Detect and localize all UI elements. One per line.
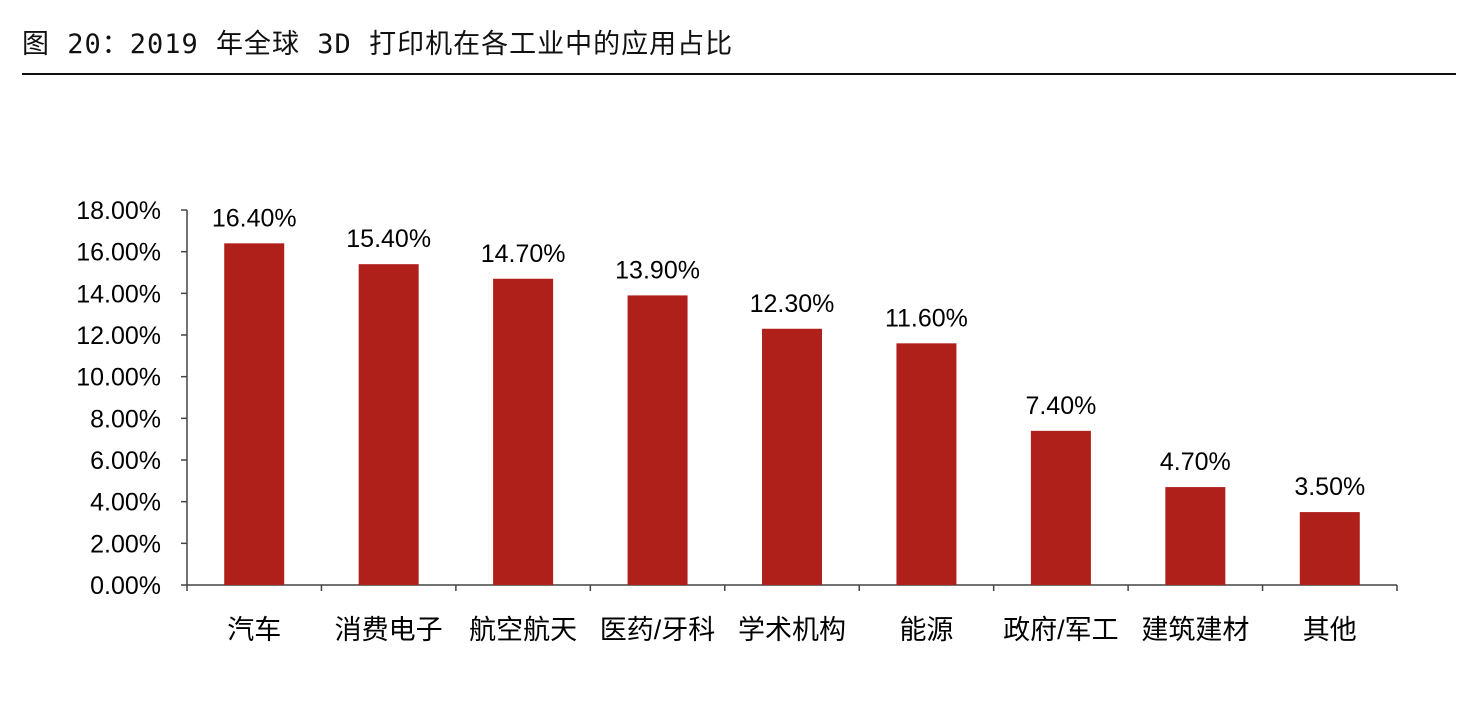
data-label: 15.40% bbox=[346, 225, 431, 253]
bar bbox=[627, 295, 688, 585]
y-tick-label: 16.00% bbox=[76, 239, 161, 267]
data-label: 12.30% bbox=[750, 290, 835, 318]
data-label: 7.40% bbox=[1025, 392, 1096, 420]
bar bbox=[1299, 512, 1360, 585]
y-tick-label: 4.00% bbox=[90, 489, 161, 517]
y-tick-label: 8.00% bbox=[90, 405, 161, 433]
y-tick-label: 14.00% bbox=[76, 280, 161, 308]
x-category-label: 政府/军工 bbox=[1003, 615, 1119, 645]
bar bbox=[224, 243, 285, 586]
x-category-label: 医药/牙科 bbox=[600, 615, 716, 645]
x-category-label: 消费电子 bbox=[335, 615, 443, 645]
bar bbox=[1165, 487, 1226, 585]
title-divider bbox=[22, 73, 1456, 75]
bar bbox=[493, 278, 554, 585]
chart-labels: 16.40% 汽车 15.40% 消费电子 14.70% 航空航天 13.90% 医药/牙科 1… bbox=[212, 204, 1365, 645]
bar bbox=[896, 343, 957, 585]
data-label: 13.90% bbox=[615, 256, 700, 284]
x-category-label: 汽车 bbox=[227, 615, 281, 645]
chart-bars bbox=[224, 243, 1360, 586]
bar bbox=[1030, 430, 1091, 585]
data-label: 4.70% bbox=[1160, 448, 1231, 476]
y-tick-label: 6.00% bbox=[90, 447, 161, 475]
x-category-label: 能源 bbox=[899, 615, 953, 645]
y-tick-label: 10.00% bbox=[76, 364, 161, 392]
bar bbox=[762, 328, 822, 585]
y-tick-label: 18.00% bbox=[76, 197, 161, 225]
bar bbox=[358, 264, 419, 585]
y-tick-label: 0.00% bbox=[90, 572, 161, 600]
x-category-label: 航空航天 bbox=[469, 615, 577, 645]
x-category-label: 其他 bbox=[1303, 615, 1357, 645]
data-label: 14.70% bbox=[481, 240, 566, 268]
figure-title: 图 20：2019 年全球 3D 打印机在各工业中的应用占比 bbox=[22, 29, 734, 60]
x-category-label: 学术机构 bbox=[738, 615, 846, 645]
y-tick-label: 2.00% bbox=[90, 530, 161, 558]
data-label: 3.50% bbox=[1294, 473, 1365, 501]
x-category-label: 建筑建材 bbox=[1141, 615, 1249, 645]
data-label: 11.60% bbox=[885, 304, 968, 332]
data-label: 16.40% bbox=[212, 204, 297, 232]
y-tick-label: 12.00% bbox=[76, 322, 161, 350]
